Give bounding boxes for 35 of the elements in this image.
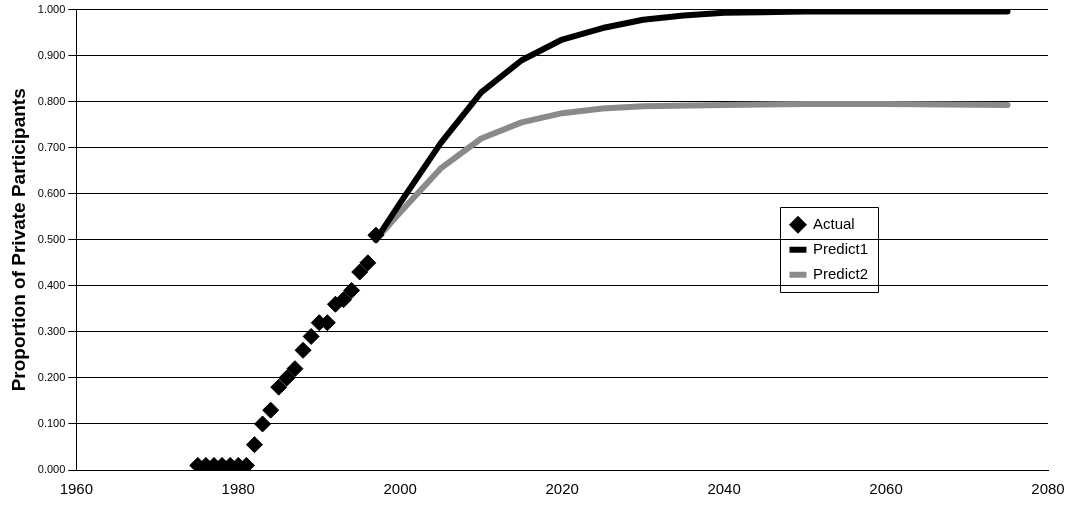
x-tick-label: 1980 (221, 480, 255, 498)
y-tick-label: 0.200 (37, 370, 66, 383)
legend-label: Predict1 (812, 239, 868, 257)
x-tick-label: 1960 (59, 480, 94, 498)
y-tick-label: 1.000 (37, 2, 66, 15)
legend-label: Predict2 (812, 264, 868, 282)
y-tick-label: 0.400 (37, 278, 66, 291)
y-tick-label: 0.600 (37, 186, 66, 199)
y-tick-label: 0.300 (37, 324, 66, 337)
x-tick-label: 2080 (1031, 480, 1065, 498)
point (294, 341, 312, 359)
y-axis-title: Proportion of Private Participants (7, 88, 29, 392)
x-tick-label: 2000 (383, 480, 417, 498)
point (359, 254, 377, 272)
legend-label: Actual (812, 214, 855, 232)
y-tick-label: 0.000 (37, 463, 66, 476)
y-tick-label: 0.900 (37, 48, 66, 61)
point (351, 263, 369, 281)
point (367, 226, 385, 244)
point (245, 436, 263, 454)
x-tick-label: 2040 (707, 480, 741, 498)
point (286, 360, 304, 378)
y-tick-label: 0.800 (37, 94, 66, 107)
y-tick-label: 0.100 (37, 416, 66, 429)
point (254, 415, 272, 433)
point (335, 291, 353, 309)
point (343, 281, 361, 299)
x-tick-label: 2020 (545, 480, 579, 498)
y-tick-label: 0.500 (37, 232, 66, 245)
point (278, 369, 296, 387)
point (302, 327, 320, 345)
point (262, 401, 280, 419)
x-tick-label: 2060 (869, 480, 903, 498)
point (270, 378, 288, 396)
y-tick-label: 0.700 (37, 140, 66, 153)
